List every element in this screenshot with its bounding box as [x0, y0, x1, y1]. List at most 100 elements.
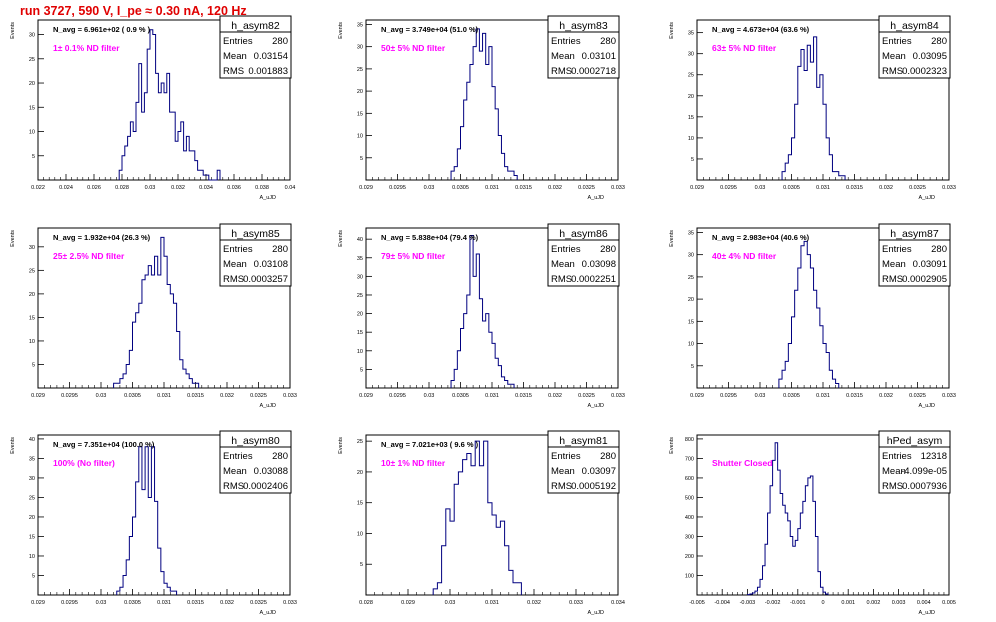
stats-value: 0.0007936 [902, 481, 947, 492]
histogram-panel-h_asym81: 0.028 0.029 0.03 0.031 0.032 0.033 0.034 5 10 15 2… [338, 430, 625, 616]
x-tick-label: -0.003 [740, 600, 756, 606]
y-tick-label: 10 [688, 136, 694, 142]
x-tick-label: 0.0325 [578, 185, 595, 191]
stats-value: 280 [600, 36, 616, 47]
y-tick-label: 5 [360, 156, 363, 162]
y-tick-label: 15 [688, 115, 694, 121]
histogram-panel-h_asym85: 0.029 0.0295 0.03 0.0305 0.031 0.0315 0.032 0.0… [10, 223, 297, 409]
histogram-series [118, 29, 221, 181]
filter-label: 25± 2.5% ND filter [53, 251, 125, 261]
x-axis-label: A_uJD [587, 403, 604, 409]
y-tick-label: 30 [29, 245, 35, 251]
y-tick-label: 15 [688, 319, 694, 325]
filter-label: 40± 4% ND filter [712, 251, 777, 261]
x-tick-label: 0.032 [171, 185, 185, 191]
stats-value: 0.0005192 [571, 481, 616, 492]
filter-label: 1± 0.1% ND filter [53, 43, 120, 53]
x-tick-label: 0.031 [816, 393, 830, 399]
x-tick-label: 0.032 [548, 185, 562, 191]
y-tick-label: 400 [685, 515, 694, 521]
navg-annotation: N_avg = 2.983e+04 (40.6 %) [712, 233, 810, 242]
stats-label: Mean [551, 51, 575, 62]
x-axis-label: A_uJD [259, 403, 276, 409]
y-tick-label: 20 [688, 297, 694, 303]
stats-title: h_asym81 [559, 435, 608, 447]
stats-label: RMS [551, 66, 572, 77]
stats-title: h_asym85 [231, 228, 280, 240]
stats-label: Entries [882, 451, 912, 462]
y-axis-label: Events [338, 437, 344, 454]
y-tick-label: 5 [360, 562, 363, 568]
stats-title: h_asym82 [231, 20, 280, 32]
y-tick-label: 30 [29, 33, 35, 39]
x-tick-label: 0.005 [942, 600, 956, 606]
histogram-series [746, 442, 829, 596]
x-tick-label: 0.036 [227, 185, 241, 191]
run-title: run 3727, 590 V, I_pe ≈ 0.30 nA, 120 Hz [20, 4, 247, 18]
y-tick-label: 35 [688, 230, 694, 236]
x-tick-label: 0.032 [879, 185, 893, 191]
y-tick-label: 20 [357, 470, 363, 476]
stats-box [547, 430, 620, 494]
stats-label: RMS [223, 274, 244, 285]
navg-annotation: N_avg = 5.838e+04 (79.4 %) [381, 233, 479, 242]
x-tick-label: -0.002 [765, 600, 781, 606]
y-axis-label: Events [669, 437, 675, 454]
x-tick-label: 0.029 [359, 185, 373, 191]
x-tick-label: 0.0315 [187, 393, 204, 399]
y-tick-label: 30 [29, 476, 35, 482]
stats-value: 280 [931, 36, 947, 47]
stats-label: Mean [223, 259, 247, 270]
stats-box [878, 223, 951, 287]
stats-title: h_asym84 [890, 20, 939, 32]
y-tick-label: 20 [29, 515, 35, 521]
x-tick-label: 0.032 [527, 600, 541, 606]
x-tick-label: 0.0295 [720, 393, 737, 399]
y-tick-label: 25 [357, 293, 363, 299]
stats-label: RMS [882, 274, 903, 285]
filter-label: Shutter Closed [712, 458, 772, 468]
histogram-panel-h_asym83: 0.029 0.0295 0.03 0.0305 0.031 0.0315 0.032 0.0… [338, 15, 625, 201]
x-tick-label: 0.033 [283, 600, 297, 606]
x-tick-label: 0.003 [892, 600, 906, 606]
y-tick-label: 600 [685, 476, 694, 482]
stats-label: RMS [882, 66, 903, 77]
stats-label: Mean [223, 51, 247, 62]
filter-label: 10± 1% ND filter [381, 458, 446, 468]
filter-label: 79± 5% ND filter [381, 251, 446, 261]
x-tick-label: 0.002 [867, 600, 881, 606]
stats-box [219, 15, 292, 79]
stats-box [878, 15, 951, 79]
y-tick-label: 5 [32, 573, 35, 579]
x-tick-label: 0.028 [359, 600, 373, 606]
x-tick-label: 0.031 [485, 185, 499, 191]
y-tick-label: 25 [29, 57, 35, 63]
stats-value: 0.0002323 [902, 66, 947, 77]
x-tick-label: -0.004 [714, 600, 730, 606]
stats-title: hPed_asym [887, 435, 943, 447]
x-tick-label: 0.034 [611, 600, 625, 606]
stats-title: h_asym83 [559, 20, 608, 32]
y-tick-label: 300 [685, 534, 694, 540]
x-tick-label: 0.033 [942, 393, 956, 399]
stats-label: Entries [223, 451, 253, 462]
y-tick-label: 10 [357, 531, 363, 537]
y-tick-label: 15 [29, 534, 35, 540]
x-axis-label: A_uJD [918, 195, 935, 201]
stats-title: h_asym86 [559, 228, 608, 240]
y-tick-label: 35 [688, 31, 694, 37]
y-tick-label: 10 [357, 134, 363, 140]
x-tick-label: 0.029 [31, 393, 45, 399]
stats-label: RMS [223, 481, 244, 492]
stats-box [878, 430, 951, 494]
x-tick-label: 0.0305 [783, 185, 800, 191]
x-axis-label: A_uJD [918, 610, 935, 616]
y-tick-label: 15 [29, 315, 35, 321]
navg-annotation: N_avg = 1.932e+04 (26.3 %) [53, 233, 151, 242]
navg-annotation: N_avg = 7.351e+04 (100.0 %) [53, 440, 155, 449]
y-tick-label: 30 [688, 52, 694, 58]
y-tick-label: 700 [685, 456, 694, 462]
x-tick-label: 0.04 [285, 185, 296, 191]
stats-value: 0.03101 [582, 51, 616, 62]
